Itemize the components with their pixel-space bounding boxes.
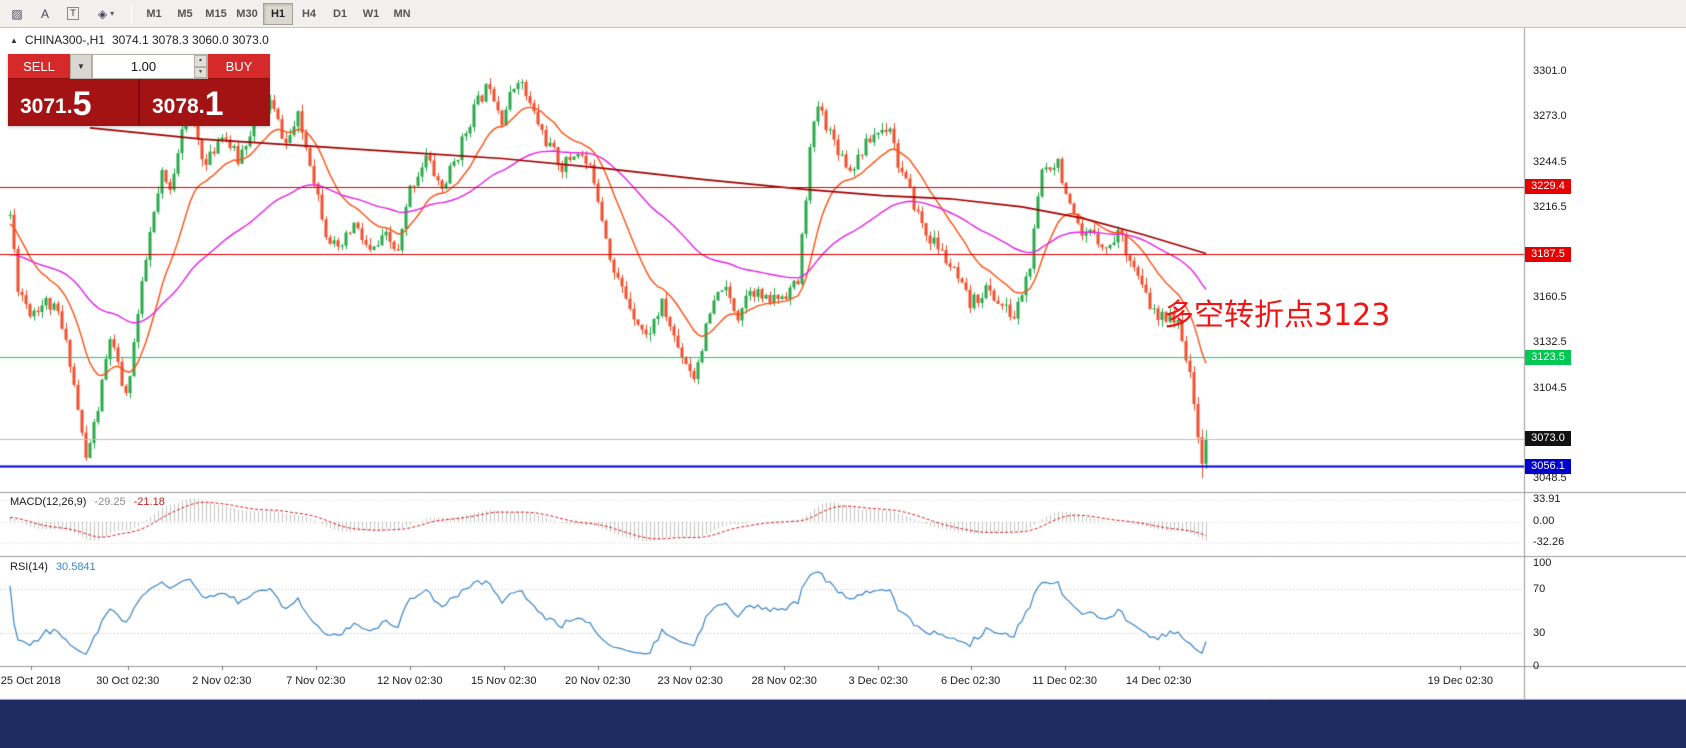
- macd-axis-label: 33.91: [1533, 493, 1561, 506]
- price-tick: 3104.5: [1533, 381, 1567, 394]
- time-label: 11 Dec 02:30: [1032, 675, 1097, 687]
- rsi-name: RSI(14): [10, 561, 48, 573]
- price-divider: [138, 79, 140, 126]
- macd-signal-value: -21.18: [133, 496, 165, 508]
- time-label: 30 Oct 02:30: [96, 675, 160, 687]
- price-badge: 3229.4: [1525, 179, 1571, 195]
- rsi-indicator-label: RSI(14) 30.5841: [10, 561, 96, 573]
- shapes-icon: ◈: [97, 6, 108, 21]
- macd-indicator-label: MACD(12,26,9) -29.25 -21.18: [10, 496, 165, 508]
- toolbar: ▨ A T ◈ ▾ M1 M5 M15 M30 H1 H4 D1 W1 MN: [0, 0, 1686, 28]
- buy-button[interactable]: BUY: [208, 54, 270, 79]
- time-label: 20 Nov 02:30: [565, 675, 631, 687]
- macd-main-value: -29.25: [94, 496, 126, 508]
- price-tick: 3132.5: [1533, 336, 1567, 349]
- price-tick: 3244.5: [1533, 156, 1567, 169]
- time-label: 15 Nov 02:30: [471, 675, 537, 687]
- volume-decrease-button[interactable]: ▼: [194, 66, 207, 78]
- time-label: 6 Dec 02:30: [940, 675, 1001, 687]
- timeframe-h1[interactable]: H1: [263, 2, 293, 25]
- time-label: 2 Nov 02:30: [192, 675, 252, 687]
- chevron-down-icon: ▾: [110, 9, 115, 18]
- time-label: 7 Nov 02:30: [286, 675, 346, 687]
- price-tick: 3273.0: [1533, 110, 1567, 123]
- time-label: 25 Oct 2018: [0, 675, 61, 687]
- timeframe-buttons: M1 M5 M15 M30 H1 H4 D1 W1 MN: [139, 2, 417, 25]
- sell-price[interactable]: 3071. 5: [8, 79, 138, 126]
- macd-name: MACD(12,26,9): [10, 496, 87, 508]
- rsi-value: 30.5841: [55, 561, 96, 573]
- price-scale[interactable]: 3301.0 3273.0 3244.5 3216.5 3160.5 3132.5 3104…: [1525, 28, 1686, 700]
- timeframe-w1[interactable]: W1: [356, 3, 386, 25]
- time-label: 28 Nov 02:30: [751, 675, 817, 687]
- timeframe-mn[interactable]: MN: [387, 3, 417, 25]
- volume-dropdown-button[interactable]: ▼: [70, 54, 92, 79]
- buy-price-main: 3078.: [152, 95, 205, 118]
- shapes-tool-button[interactable]: ◈ ▾: [88, 3, 124, 25]
- sell-button[interactable]: SELL: [8, 54, 70, 79]
- chart-window: ▲ CHINA300-,H1 3074.1 3078.3 3060.0 3073…: [0, 28, 1686, 700]
- price-chart-canvas[interactable]: [0, 28, 1686, 700]
- one-click-trading-panel: SELL ▼ 1.00 ▲ ▼ BUY 3071. 5 3078. 1: [8, 54, 270, 126]
- sell-price-main: 3071.: [20, 95, 73, 118]
- text-label-tool-button[interactable]: T: [60, 3, 86, 25]
- price-tick: 3160.5: [1533, 291, 1567, 304]
- triangle-up-icon: ▲: [10, 35, 18, 45]
- price-badge: 3187.5: [1525, 246, 1571, 262]
- volume-field[interactable]: 1.00 ▲ ▼: [92, 54, 208, 79]
- price-tick: 3301.0: [1533, 65, 1567, 77]
- price-badge: 3123.5: [1525, 349, 1571, 365]
- time-label: 19 Dec 02:30: [1427, 675, 1494, 687]
- bottom-bar: [0, 700, 1686, 748]
- time-label: 12 Nov 02:30: [377, 675, 443, 687]
- macd-axis-label: -32.26: [1533, 536, 1565, 549]
- macd-axis-label: 0.00: [1533, 515, 1555, 528]
- price-badge: 3073.0: [1525, 431, 1571, 447]
- rsi-axis-label: 100: [1533, 557, 1552, 569]
- volume-increase-button[interactable]: ▲: [194, 55, 207, 67]
- text-tool-button[interactable]: A: [32, 3, 58, 25]
- toolbar-separator: [131, 3, 132, 24]
- volume-value: 1.00: [130, 59, 157, 74]
- time-label: 14 Dec 02:30: [1125, 675, 1192, 687]
- buy-price-big-digit: 1: [204, 85, 224, 123]
- timeframe-m5[interactable]: M5: [170, 3, 200, 25]
- hatch-pattern-tool-button[interactable]: ▨: [4, 3, 30, 25]
- symbol-name: CHINA300-,H1: [24, 33, 105, 47]
- timeframe-m15[interactable]: M15: [201, 3, 231, 25]
- trade-panel-prices: 3071. 5 3078. 1: [8, 79, 270, 126]
- price-tick: 3216.5: [1533, 201, 1567, 214]
- volume-spinner: ▲ ▼: [194, 55, 207, 78]
- rsi-axis-label: 70: [1533, 582, 1546, 595]
- symbol-ohlc-line: ▲ CHINA300-,H1 3074.1 3078.3 3060.0 3073…: [10, 33, 269, 47]
- timeframe-m30[interactable]: M30: [232, 3, 262, 25]
- timeframe-d1[interactable]: D1: [325, 3, 355, 25]
- time-axis[interactable]: 25 Oct 2018 30 Oct 02:30 2 Nov 02:30 7 Nov …: [0, 666, 1524, 700]
- sell-price-big-digit: 5: [72, 85, 92, 123]
- ohlc-values: 3074.1 3078.3 3060.0 3073.0: [111, 33, 269, 47]
- buy-price[interactable]: 3078. 1: [140, 79, 270, 126]
- timeframe-m1[interactable]: M1: [139, 3, 169, 25]
- price-badge: 3056.1: [1525, 458, 1571, 474]
- rsi-axis-label: 0: [1533, 659, 1540, 672]
- chart-annotation-text: 多空转折点3123: [1164, 298, 1391, 333]
- price-tick: 3048.5: [1533, 471, 1567, 484]
- time-label: 23 Nov 02:30: [657, 675, 723, 687]
- trade-panel-controls: SELL ▼ 1.00 ▲ ▼ BUY: [8, 54, 270, 79]
- time-label: 3 Dec 02:30: [848, 675, 908, 687]
- text-label-icon: T: [67, 7, 79, 20]
- timeframe-h4[interactable]: H4: [294, 3, 324, 25]
- rsi-axis-label: 30: [1533, 626, 1546, 639]
